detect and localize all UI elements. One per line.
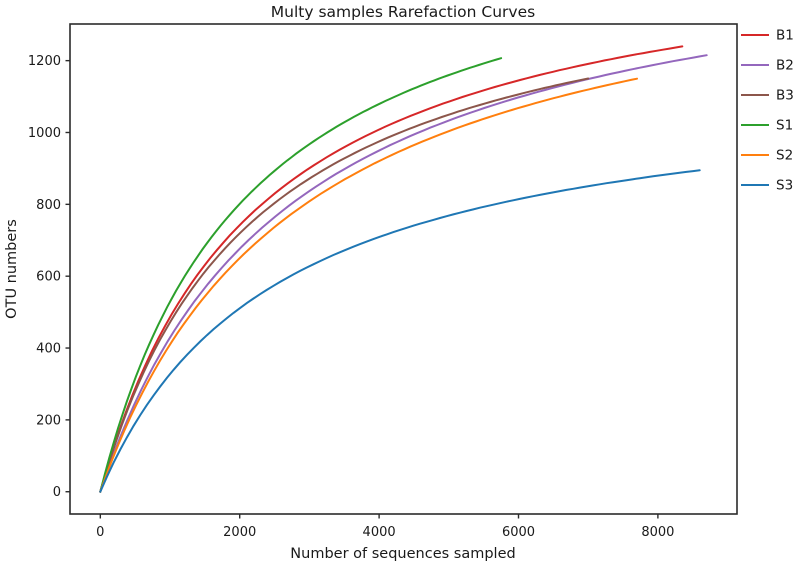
legend-label-b1: B1 <box>776 28 794 44</box>
chart-title: Multy samples Rarefaction Curves <box>271 3 535 21</box>
legend-item-b1: B1 <box>741 28 794 44</box>
axis-ticks: 0 2000 4000 6000 8000 0 200 400 600 800 1000 1200 <box>28 54 675 540</box>
legend: B1 B2 B3 S1 S2 S3 <box>741 28 794 194</box>
x-axis-label: Number of sequences sampled <box>290 546 515 562</box>
x-tick-label: 4000 <box>363 525 396 540</box>
curve-B1 <box>99 45 684 493</box>
x-tick-label: 6000 <box>502 525 535 540</box>
y-axis-label: OTU numbers <box>4 219 20 319</box>
legend-item-s1: S1 <box>741 118 793 134</box>
legend-item-s2: S2 <box>741 148 793 164</box>
y-tick-label: 0 <box>53 485 61 500</box>
y-tick-label: 1000 <box>28 126 61 141</box>
curve-B2 <box>99 54 708 493</box>
legend-item-b2: B2 <box>741 58 794 74</box>
legend-label-s1: S1 <box>776 118 793 134</box>
x-tick-label: 2000 <box>223 525 256 540</box>
y-tick-label: 200 <box>36 413 61 428</box>
x-tick-label: 0 <box>96 525 104 540</box>
plot-frame <box>69 23 738 515</box>
y-tick-label: 800 <box>36 198 61 213</box>
curve-B3 <box>99 77 590 493</box>
y-tick-label: 1200 <box>28 54 61 69</box>
legend-label-s3: S3 <box>776 178 793 194</box>
legend-label-b3: B3 <box>776 88 794 104</box>
legend-item-b3: B3 <box>741 88 794 104</box>
legend-label-b2: B2 <box>776 58 794 74</box>
curve-S2 <box>99 77 638 493</box>
curves-group <box>99 45 708 493</box>
legend-item-s3: S3 <box>741 178 793 194</box>
y-tick-label: 400 <box>36 342 61 357</box>
y-tick-label: 600 <box>36 270 61 285</box>
x-tick-label: 8000 <box>641 525 674 540</box>
curve-S3 <box>99 169 701 493</box>
legend-label-s2: S2 <box>776 148 793 164</box>
curve-S1 <box>99 57 503 493</box>
